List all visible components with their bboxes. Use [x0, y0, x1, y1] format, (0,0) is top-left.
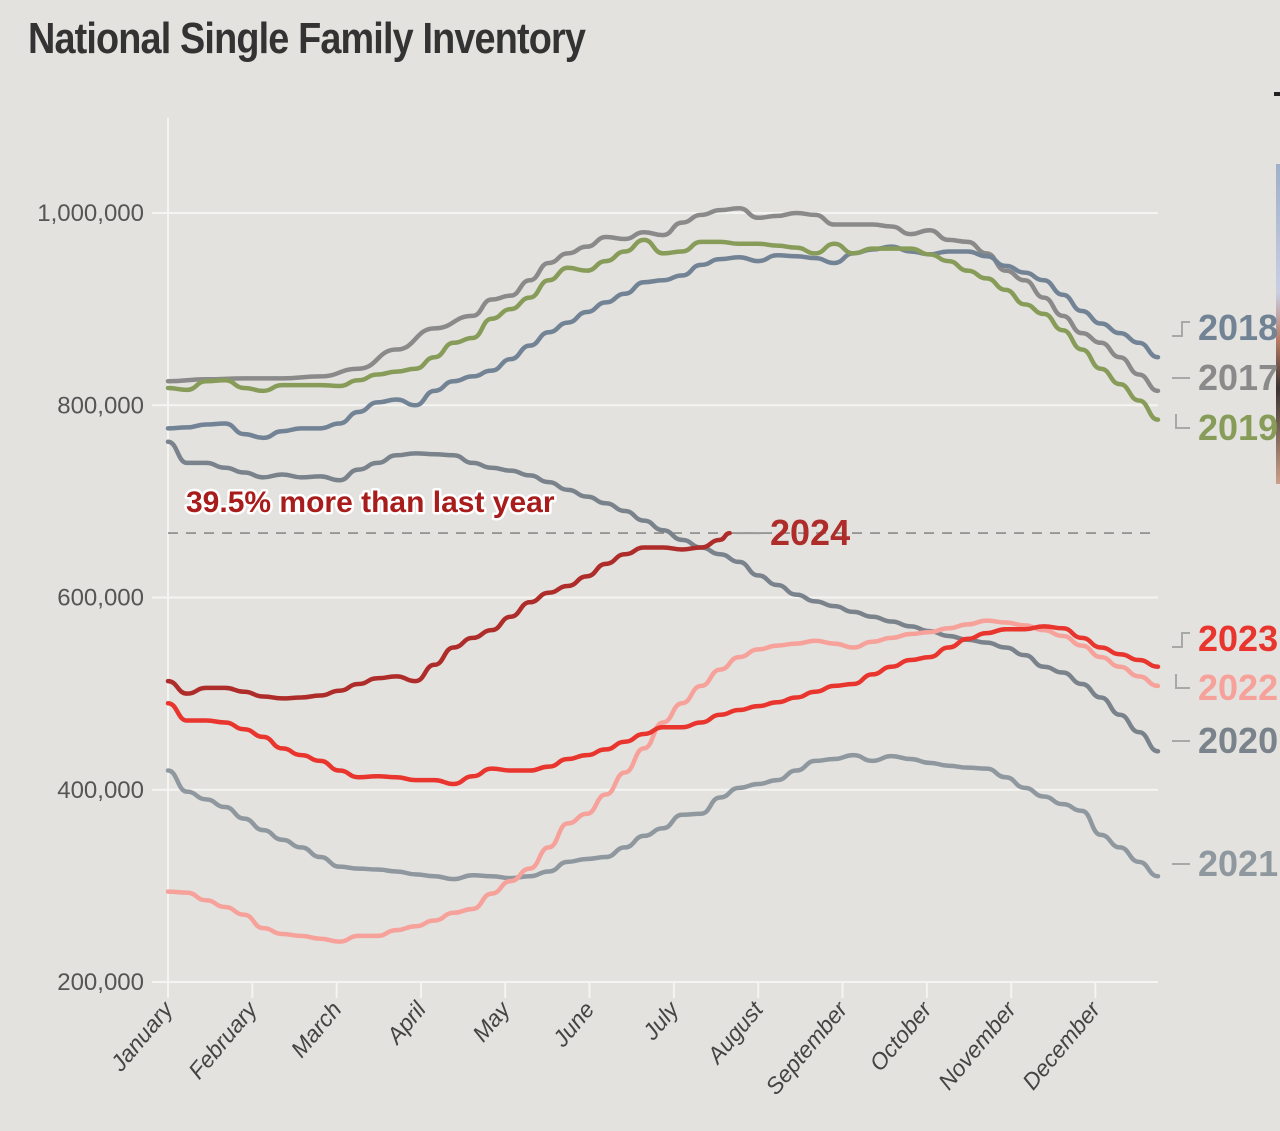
x-tick-label: March	[286, 997, 347, 1063]
label-connector	[1172, 321, 1190, 337]
y-tick-label: 1,000,000	[37, 200, 144, 227]
series-line-2019	[165, 237, 1161, 422]
series-label-2022: 2022	[1198, 667, 1278, 708]
y-tick-label: 800,000	[57, 392, 144, 419]
series-line-2022	[165, 618, 1161, 944]
x-tick-label: February	[183, 995, 263, 1083]
gridlines	[152, 118, 1158, 998]
series-label-2018: 2018	[1198, 307, 1278, 348]
x-tick-label: September	[760, 995, 853, 1099]
x-tick-label: August	[701, 995, 769, 1069]
series-line-2023	[165, 624, 1161, 787]
x-tick-label: November	[933, 995, 1022, 1094]
y-tick-label: 400,000	[57, 777, 144, 804]
label-connector	[1172, 632, 1190, 648]
series-end-labels: 2018 2017 2019 2023 2022 2020 2021 2024	[736, 307, 1278, 884]
series-line-2018	[165, 244, 1161, 441]
series-label-2020: 2020	[1198, 720, 1278, 761]
x-tick-label: December	[1017, 995, 1106, 1094]
y-axis: 200,000 400,000 600,000 800,000 1,000,000	[37, 200, 144, 996]
label-connector	[1175, 674, 1190, 689]
series-line-2024	[165, 530, 732, 701]
series-line-2021	[165, 752, 1161, 882]
series-label-2019: 2019	[1198, 407, 1278, 448]
x-tick-label: April	[380, 996, 431, 1050]
series-label-2021: 2021	[1198, 843, 1278, 884]
series-label-2017: 2017	[1198, 357, 1278, 398]
chart-title: National Single Family Inventory	[28, 14, 586, 63]
x-tick-label: May	[467, 995, 516, 1046]
y-tick-label: 600,000	[57, 585, 144, 612]
series-label-2023: 2023	[1198, 618, 1278, 659]
label-connector	[1175, 414, 1190, 429]
series-lines	[165, 205, 1161, 944]
partial-header-mark	[1274, 92, 1280, 96]
x-tick-label: June	[547, 997, 600, 1053]
series-line-2020	[165, 439, 1161, 754]
x-tick-label: October	[864, 995, 937, 1075]
cropped-photo-edge	[1276, 164, 1280, 484]
x-tick-label: July	[637, 995, 685, 1045]
series-line-2017	[165, 205, 1161, 394]
x-tick-label: January	[105, 995, 179, 1076]
y-tick-label: 200,000	[57, 969, 144, 996]
series-label-2024: 2024	[770, 512, 850, 553]
annotation-text: 39.5% more than last year	[186, 486, 555, 519]
x-axis: January February March April May June July Augu…	[105, 995, 1106, 1099]
